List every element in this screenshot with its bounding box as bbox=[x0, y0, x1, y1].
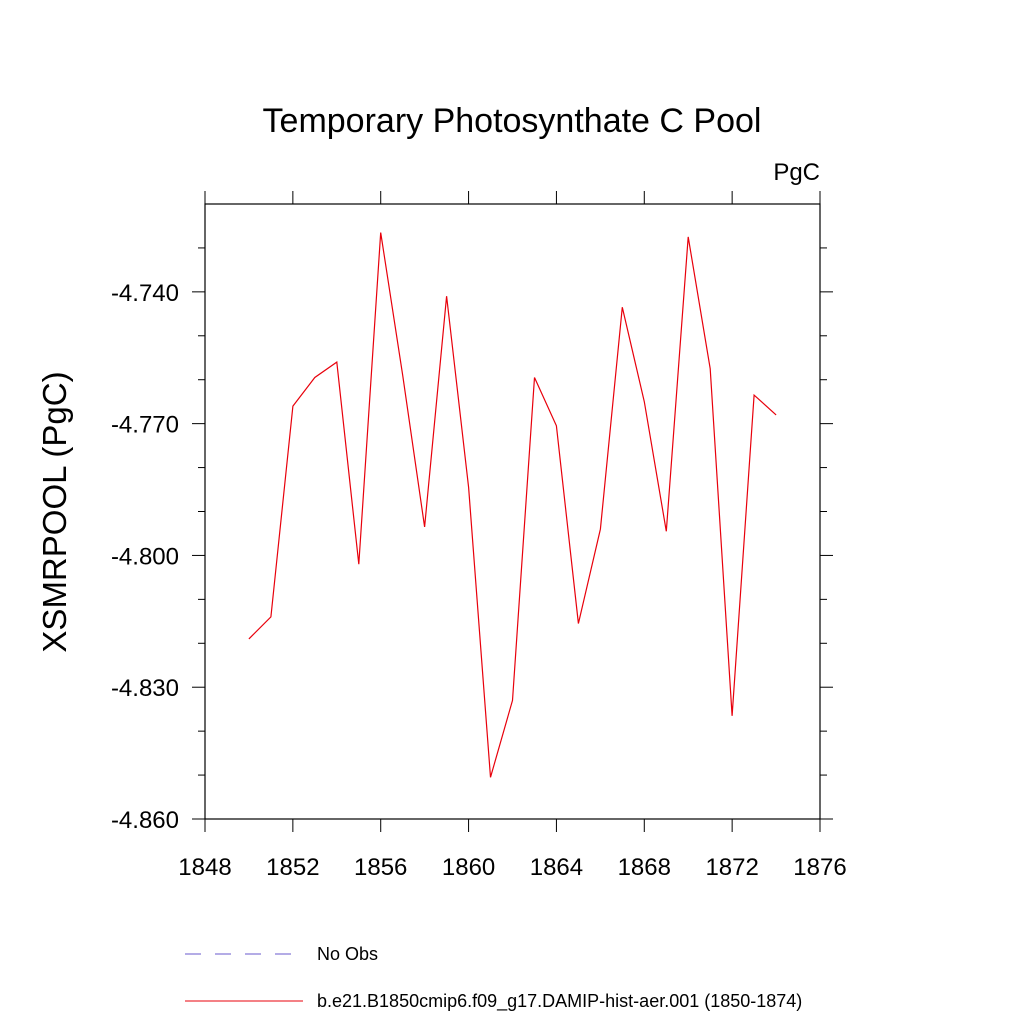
x-tick-label: 1856 bbox=[354, 854, 407, 881]
y-tick-label: -4.770 bbox=[111, 412, 179, 439]
axis-ticks bbox=[192, 191, 833, 832]
x-tick-label: 1872 bbox=[705, 854, 758, 881]
axis-tick-labels: 1848 1852 1856 1860 1864 1868 1872 1876 -4.740 -4… bbox=[111, 280, 847, 881]
legend: No Obs b.e21.B1850cmip6.f09_g17.DAMIP-his… bbox=[185, 944, 802, 1012]
x-tick-label: 1868 bbox=[618, 854, 671, 881]
y-tick-label: -4.860 bbox=[111, 807, 179, 834]
y-tick-label: -4.830 bbox=[111, 675, 179, 702]
series-line bbox=[248, 232, 777, 778]
x-tick-label: 1852 bbox=[266, 854, 319, 881]
x-tick-label: 1864 bbox=[530, 854, 583, 881]
y-tick-label: -4.800 bbox=[111, 543, 179, 570]
units-label: PgC bbox=[773, 159, 820, 186]
y-tick-label: -4.740 bbox=[111, 280, 179, 307]
x-tick-label: 1876 bbox=[793, 854, 846, 881]
series-layer bbox=[248, 232, 777, 778]
chart-title: Temporary Photosynthate C Pool bbox=[263, 102, 762, 140]
y-axis-label: XSMRPOOL (PgC) bbox=[36, 371, 73, 652]
x-tick-label: 1848 bbox=[178, 854, 231, 881]
legend-label: No Obs bbox=[317, 944, 378, 964]
x-tick-label: 1860 bbox=[442, 854, 495, 881]
legend-label: b.e21.B1850cmip6.f09_g17.DAMIP-hist-aer.… bbox=[317, 991, 802, 1012]
plot-frame bbox=[204, 203, 821, 820]
